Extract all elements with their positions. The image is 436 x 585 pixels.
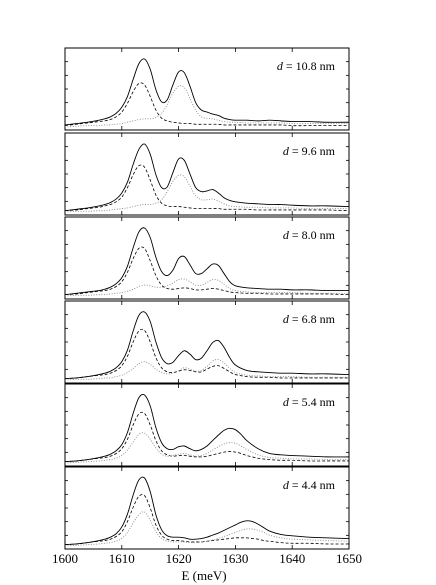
x-tick-label: 1640 bbox=[279, 551, 305, 566]
panel-label: d = 5.4 nm bbox=[283, 395, 336, 409]
series-line-dashed bbox=[64, 246, 350, 296]
series-line-solid bbox=[64, 227, 350, 296]
x-tick-label: 1630 bbox=[222, 551, 248, 566]
series-line-dashed bbox=[64, 82, 349, 127]
panel-label: d = 10.8 nm bbox=[277, 59, 336, 73]
panel-3: d = 8.0 nm bbox=[64, 216, 350, 300]
series-line-solid bbox=[64, 311, 350, 380]
x-axis-label: E (meV) bbox=[181, 568, 226, 583]
series-line-dashed bbox=[64, 164, 350, 212]
panel-5: d = 5.4 nm bbox=[64, 383, 350, 467]
panel-label: d = 8.0 nm bbox=[283, 228, 336, 242]
panel-label: d = 4.4 nm bbox=[283, 478, 336, 492]
panel-4: d = 6.8 nm bbox=[64, 300, 350, 384]
panel-2: d = 9.6 nm bbox=[64, 132, 350, 216]
series-line-dotted bbox=[64, 359, 349, 381]
series-line-solid bbox=[64, 143, 350, 212]
x-tick-label: 1650 bbox=[336, 551, 362, 566]
series-line-dotted bbox=[64, 432, 350, 464]
series-line-dashed bbox=[64, 328, 349, 380]
series-line-dashed bbox=[64, 494, 350, 546]
series-line-dashed bbox=[64, 411, 349, 463]
x-tick-label: 1610 bbox=[109, 551, 135, 566]
x-axis: 1600 1610 1620 1630 1640 1650 bbox=[52, 551, 362, 566]
panel-1: d = 10.8 nm bbox=[64, 47, 350, 131]
panel-6: d = 4.4 nm bbox=[64, 466, 350, 550]
series-line-solid bbox=[64, 58, 350, 126]
series-line-solid bbox=[64, 393, 350, 463]
series-line-dotted bbox=[64, 511, 350, 547]
panel-stack: d = 10.8 nm d = 9.6 nm d = 8.0 nm d = 6.8 n… bbox=[64, 47, 350, 550]
series-line-dotted bbox=[64, 174, 349, 213]
series-line-solid bbox=[64, 476, 350, 546]
panel-label: d = 9.6 nm bbox=[283, 144, 336, 158]
panel-label: d = 6.8 nm bbox=[283, 312, 336, 326]
series-line-dotted bbox=[64, 278, 349, 297]
series-line-dotted bbox=[64, 85, 349, 128]
x-tick-label: 1600 bbox=[52, 551, 78, 566]
x-tick-label: 1620 bbox=[166, 551, 192, 566]
